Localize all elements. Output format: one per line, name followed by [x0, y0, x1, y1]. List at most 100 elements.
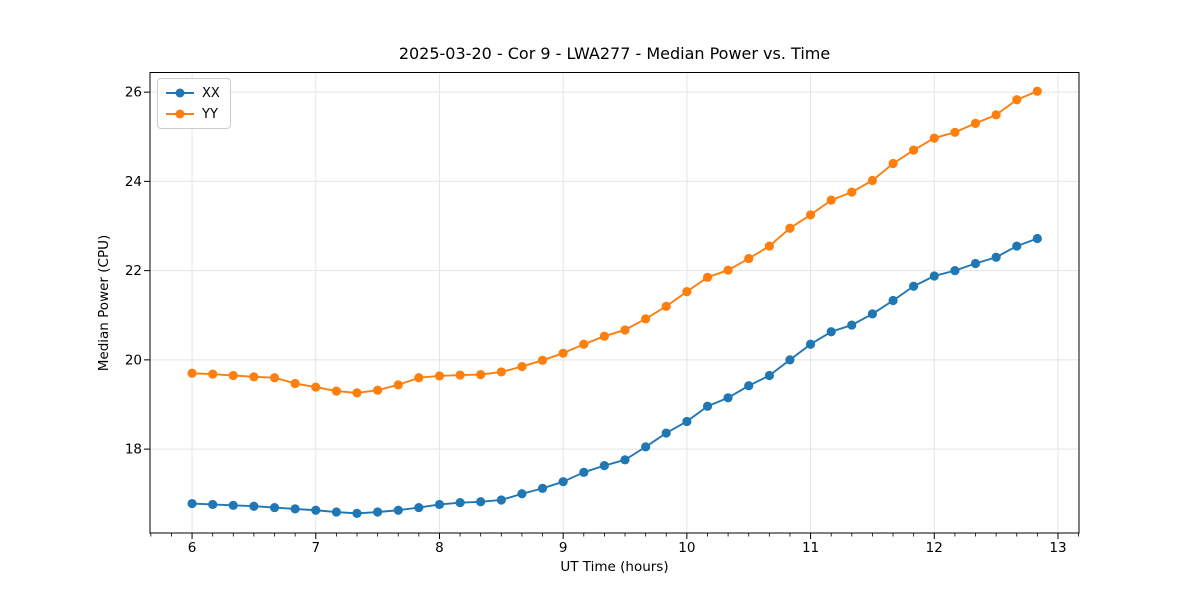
data-point-yy	[228, 370, 238, 381]
x-tick-label: 11	[802, 540, 819, 556]
data-point-yy	[929, 133, 939, 143]
data-point-yy	[867, 175, 878, 186]
data-point-yy	[579, 339, 589, 349]
data-point-xx	[950, 266, 960, 276]
data-point-yy	[311, 382, 321, 392]
data-point-yy	[290, 378, 300, 389]
data-point-xx	[723, 393, 733, 403]
data-point-xx	[249, 501, 259, 511]
data-point-yy	[496, 367, 506, 377]
data-point-yy	[393, 380, 403, 390]
data-point-yy	[805, 210, 816, 220]
data-point-xx	[434, 499, 445, 510]
data-point-xx	[1032, 233, 1042, 244]
data-point-yy	[537, 355, 548, 365]
data-point-xx	[496, 495, 506, 505]
data-point-xx	[991, 252, 1001, 262]
data-point-xx	[682, 416, 692, 427]
data-point-xx	[702, 401, 713, 411]
data-point-xx	[867, 309, 878, 319]
x-tick-label: 9	[559, 540, 568, 556]
data-point-yy	[249, 372, 259, 382]
data-point-yy	[434, 371, 445, 381]
data-point-yy	[661, 301, 671, 311]
legend: XX YY	[157, 78, 231, 129]
series-line-yy	[192, 90, 1038, 394]
y-tick-label: 22	[125, 263, 142, 279]
x-tick-label: 10	[678, 540, 695, 556]
data-point-yy	[991, 110, 1001, 120]
data-point-xx	[331, 507, 342, 517]
legend-swatch-xx	[166, 88, 194, 98]
data-point-yy	[331, 386, 342, 396]
data-point-yy	[970, 118, 981, 128]
data-point-xx	[352, 508, 362, 518]
data-point-yy	[599, 331, 609, 341]
data-point-xx	[414, 502, 424, 513]
data-point-xx	[661, 428, 671, 438]
data-point-xx	[373, 507, 383, 517]
y-tick-label: 26	[125, 85, 142, 101]
series-line-xx	[192, 237, 1038, 515]
data-point-yy	[414, 373, 424, 383]
axes-spines	[149, 72, 1080, 534]
data-point-yy	[373, 385, 383, 395]
data-point-yy	[620, 325, 630, 335]
data-point-xx	[517, 489, 527, 499]
data-point-yy	[1032, 86, 1042, 96]
data-point-xx	[208, 499, 218, 510]
legend-label-xx: XX	[202, 85, 220, 101]
data-point-xx	[785, 355, 795, 365]
data-point-yy	[208, 369, 218, 379]
data-point-xx	[641, 442, 651, 452]
data-point-yy	[723, 265, 733, 275]
x-tick-label: 12	[926, 540, 943, 556]
data-point-yy	[950, 127, 960, 137]
data-point-yy	[558, 348, 568, 358]
data-point-xx	[826, 327, 836, 337]
chart-title: 2025-03-20 - Cor 9 - LWA277 - Median Pow…	[398, 44, 831, 63]
data-point-xx	[476, 497, 486, 507]
x-tick-label: 8	[435, 540, 444, 556]
data-point-yy	[476, 369, 486, 380]
data-point-xx	[599, 461, 609, 471]
data-point-yy	[517, 361, 527, 372]
data-point-xx	[1012, 241, 1022, 251]
data-point-yy	[888, 158, 898, 169]
data-point-xx	[970, 258, 981, 269]
data-point-yy	[641, 314, 651, 324]
data-point-xx	[909, 281, 919, 291]
data-point-yy	[744, 253, 754, 264]
legend-entry-yy: YY	[165, 104, 220, 124]
data-point-xx	[744, 381, 754, 391]
data-point-xx	[393, 505, 403, 515]
data-point-xx	[888, 295, 898, 306]
data-point-xx	[764, 370, 774, 381]
y-tick-label: 20	[125, 352, 142, 368]
data-point-xx	[187, 498, 197, 509]
data-point-xx	[455, 498, 465, 508]
y-tick-label: 18	[125, 442, 142, 458]
data-point-yy	[785, 223, 795, 233]
x-tick-label: 13	[1049, 540, 1066, 556]
data-point-yy	[269, 373, 280, 383]
data-point-yy	[187, 368, 197, 378]
data-point-xx	[620, 455, 630, 465]
x-tick-label: 7	[311, 540, 320, 556]
legend-label-yy: YY	[202, 106, 218, 122]
legend-entry-xx: XX	[165, 83, 220, 103]
data-point-xx	[805, 339, 816, 349]
x-axis-label: UT Time (hours)	[560, 559, 669, 575]
data-point-yy	[1012, 95, 1022, 105]
data-point-xx	[847, 320, 857, 330]
data-point-yy	[847, 187, 857, 197]
y-axis-label: Median Power (CPU)	[96, 234, 112, 372]
data-point-xx	[537, 483, 548, 493]
data-point-yy	[826, 195, 836, 205]
data-point-yy	[909, 145, 919, 155]
data-point-xx	[269, 502, 280, 513]
data-point-yy	[352, 388, 362, 398]
data-point-yy	[702, 272, 713, 282]
